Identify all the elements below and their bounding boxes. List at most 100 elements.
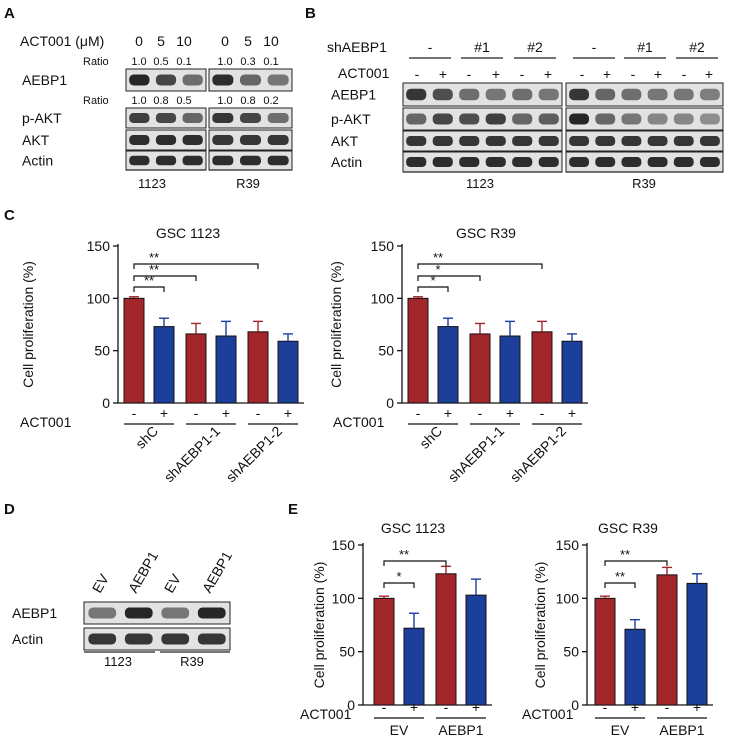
panel-b-aebp1-r39-band (595, 88, 616, 101)
chart-significance-bracket (604, 560, 668, 566)
panel-b-akt-1123-band (432, 136, 453, 146)
panel-a-ratio-value: 0.8 (153, 95, 168, 107)
chart-group-label: shC (132, 423, 161, 452)
panel-a-ratio-value: 0.8 (240, 95, 255, 107)
panel-d-lane-label: AEBP1 (125, 548, 162, 595)
chart-bar (594, 597, 616, 706)
chart-treatment-label: ACT001 (20, 414, 72, 430)
panel-b-row-label: Actin (331, 154, 362, 170)
panel-b-act-sign: + (492, 66, 500, 82)
panel-b-akt-1123-band (485, 136, 506, 146)
panel-a-ratio-value: 0.2 (263, 95, 278, 107)
chart-bar (407, 297, 429, 404)
panel-a-akt-r39-band (267, 135, 289, 145)
panel-a-aebp1-r39-band (267, 74, 289, 86)
chart-y-axis-label: Cell proliferation (%) (532, 562, 548, 689)
panel-a-p-akt-r39-strip (208, 107, 293, 129)
chart-group-label: EV (611, 722, 630, 738)
panel-b-aebp1-1123-band (406, 88, 427, 101)
panel-d-aebp1-band (124, 607, 153, 619)
panel-a-p-akt-1123-band (182, 113, 203, 123)
chart-y-tick-label: 50 (378, 343, 394, 359)
panel-a-aebp1-r39-strip (208, 68, 293, 92)
panel-b-act-sign: + (544, 66, 552, 82)
panel-b-act-sign: - (631, 66, 636, 82)
chart-treatment-sign: + (160, 405, 168, 421)
panel-b-actin-r39-strip (565, 151, 724, 173)
panel-a-ratio-value: 0.1 (176, 56, 191, 68)
panel-b-p-akt-r39-band (673, 113, 694, 125)
chart-treatment-sign: + (410, 699, 418, 715)
panel-b-p-akt-1123-band (538, 113, 559, 125)
chart-treatment-sign: - (665, 699, 670, 715)
panel-d-aebp1-frame (83, 601, 231, 625)
panel-b-act-sign: - (580, 66, 585, 82)
panel-a-row-label: AEBP1 (22, 72, 67, 88)
panel-d-group-1123: 1123 (104, 654, 132, 669)
chart-bar (185, 333, 207, 404)
panel-a-row-label: Actin (22, 153, 53, 169)
chart-treatment-sign: - (444, 699, 449, 715)
panel-b-p-akt-r39-band (699, 113, 720, 125)
panel-a-p-akt-1123-band (155, 113, 177, 123)
chart-group-label: AEBP1 (438, 722, 483, 738)
panel-b-actin-1123-band (538, 157, 559, 167)
panel-b-actin-r39-band (569, 157, 590, 167)
panel-b-act-sign: + (654, 66, 662, 82)
panel-b-act-label: ACT001 (338, 65, 390, 81)
chart-significance-bracket (383, 582, 415, 588)
panel-a-akt-1123-band (155, 135, 177, 145)
chart-y-tick-label: 0 (102, 395, 110, 411)
chart-treatment-sign: + (568, 405, 576, 421)
panel-b-act-sign: - (520, 66, 525, 82)
chart-bar (624, 628, 646, 706)
panel-a-p-akt-r39-band (212, 113, 234, 123)
chart-title: GSC 1123 (381, 520, 446, 536)
chart-bar (437, 326, 459, 404)
panel-a-row-label: p-AKT (22, 110, 62, 126)
panel-b-actin-r39-band (595, 157, 616, 167)
panel-b-akt-r39-band (673, 136, 694, 146)
panel-label-e: E (288, 501, 298, 518)
chart-treatment-sign: + (631, 699, 639, 715)
panel-d-actin-band (161, 633, 190, 645)
panel-d-row-label: Actin (12, 631, 43, 647)
panel-d-aebp1-band (161, 607, 190, 619)
panel-b-actin-r39-frame (565, 151, 724, 173)
panel-a-ratio-label-mid: Ratio (83, 95, 109, 107)
chart-significance-label: ** (615, 569, 625, 584)
chart-y-tick-label: 100 (556, 590, 580, 606)
panel-b-p-akt-1123-band (432, 113, 453, 125)
panel-a-dose-label: 5 (244, 33, 252, 49)
panel-b-p-akt-r39-band (595, 113, 616, 125)
chart-significance-label: ** (144, 273, 154, 288)
chart-treatment-sign: + (222, 405, 230, 421)
chart-significance-bracket (133, 286, 165, 292)
chart-treatment-sign: - (382, 699, 387, 715)
chart-treatment-sign: + (444, 405, 452, 421)
panel-a-actin-1123-band (155, 155, 177, 166)
panel-b-aebp1-1123-band (538, 88, 559, 101)
chart-y-tick-label: 150 (332, 537, 356, 553)
panel-b-akt-1123-band (406, 136, 427, 146)
panel-b-aebp1-r39-strip (565, 82, 724, 107)
chart-group-label: shAEBP1-2 (507, 423, 570, 486)
chart-title: GSC R39 (598, 520, 658, 536)
chart-title: GSC 1123 (156, 225, 221, 241)
panel-b-akt-r39-band (647, 136, 668, 146)
chart-treatment-sign: - (416, 405, 421, 421)
panel-b-aebp1-r39-band (699, 88, 720, 101)
chart-y-tick-label: 100 (332, 590, 356, 606)
panel-b-p-akt-r39-band (569, 113, 590, 125)
chart-bar (469, 333, 491, 404)
chart-y-tick-label: 100 (87, 290, 111, 306)
panel-b-aebp1-r39-band (647, 88, 668, 101)
chart-y-tick-label: 150 (371, 238, 395, 254)
panel-b-p-akt-1123-band (512, 113, 533, 125)
panel-a-akt-r39-band (239, 135, 262, 145)
chart-title: GSC R39 (456, 225, 516, 241)
panel-b-akt-r39-frame (565, 130, 724, 152)
panel-d-row-label: AEBP1 (12, 605, 57, 621)
panel-b-p-akt-r39-strip (565, 107, 724, 131)
